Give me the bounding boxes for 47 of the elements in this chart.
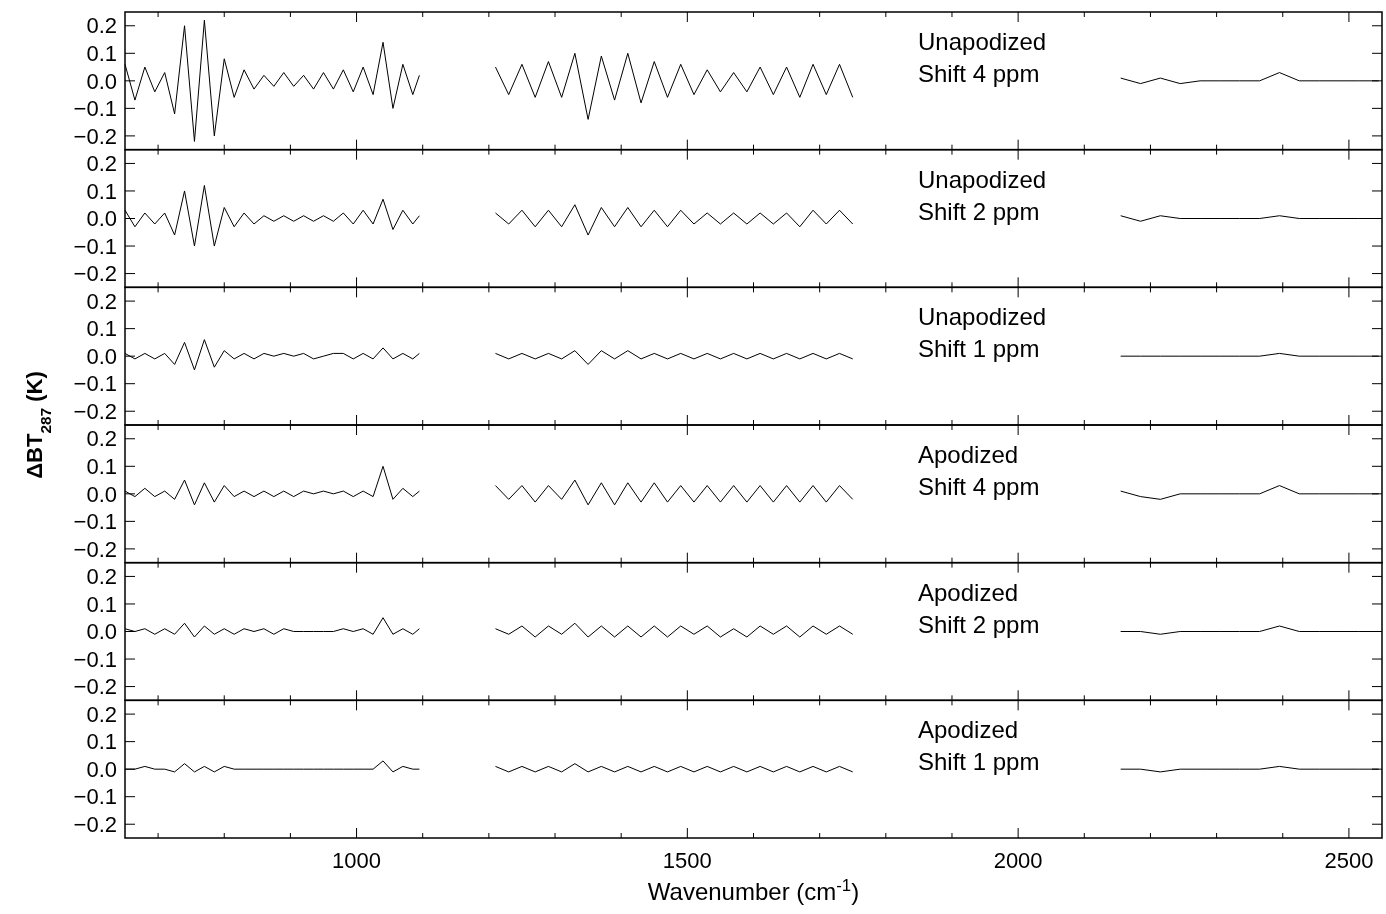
y-tick-label: 0.2 bbox=[86, 13, 117, 39]
y-tick-label: 0.2 bbox=[86, 564, 117, 590]
y-tick-label: −0.2 bbox=[73, 261, 117, 287]
x-axis-title: Wavenumber (cm$^{-1}$) bbox=[647, 875, 860, 905]
x-tick-label: 2000 bbox=[993, 848, 1043, 873]
y-tick-label: 0.1 bbox=[86, 41, 117, 66]
annotation: Apodized bbox=[918, 716, 1019, 744]
y-tick-label: 0.0 bbox=[86, 756, 117, 782]
annotation: Unapodized bbox=[918, 28, 1047, 55]
y-tick-label: 0.1 bbox=[86, 316, 117, 342]
y-tick-label: −0.2 bbox=[73, 398, 117, 424]
y-tick-label: 0.2 bbox=[86, 288, 117, 314]
annotation: Apodized bbox=[918, 578, 1019, 606]
y-tick-label: −0.1 bbox=[73, 784, 117, 810]
y-tick-label: 0.0 bbox=[86, 343, 117, 369]
y-tick-label: 0.0 bbox=[86, 619, 117, 645]
annotation: Unapodized bbox=[918, 303, 1047, 331]
y-tick-label: −0.1 bbox=[73, 509, 117, 535]
y-tick-label: −0.1 bbox=[73, 371, 117, 397]
annotation: Unapodized bbox=[918, 165, 1047, 193]
y-tick-label: −0.1 bbox=[73, 646, 117, 672]
annotation: Shift 4 ppm bbox=[918, 473, 1040, 500]
y-tick-label: −0.2 bbox=[73, 674, 117, 700]
x-tick-label: 2500 bbox=[1324, 848, 1374, 873]
annotation: Shift 2 ppm bbox=[918, 197, 1040, 225]
annotation: Shift 4 ppm bbox=[918, 60, 1040, 87]
y-tick-label: 0.1 bbox=[86, 729, 117, 755]
y-tick-label: −0.2 bbox=[73, 123, 117, 149]
y-tick-label: 0.0 bbox=[86, 206, 117, 232]
y-tick-label: 0.2 bbox=[86, 151, 117, 177]
y-tick-label: 0.0 bbox=[86, 68, 117, 94]
y-tick-label: 0.1 bbox=[86, 178, 117, 204]
y-tick-label: 0.2 bbox=[86, 426, 117, 452]
y-tick-label: 0.1 bbox=[86, 591, 117, 617]
y-tick-label: 0.2 bbox=[86, 701, 117, 727]
y-tick-label: −0.1 bbox=[73, 233, 117, 259]
annotation: Apodized bbox=[918, 441, 1019, 468]
annotation: Shift 1 ppm bbox=[918, 335, 1040, 363]
y-tick-label: −0.2 bbox=[73, 811, 117, 837]
x-tick-label: 1500 bbox=[662, 848, 712, 873]
annotation: Shift 1 ppm bbox=[918, 748, 1040, 776]
y-tick-label: −0.2 bbox=[73, 536, 117, 562]
y-tick-label: 0.1 bbox=[86, 454, 117, 479]
x-tick-label: 1000 bbox=[332, 848, 382, 873]
y-tick-label: 0.0 bbox=[86, 481, 117, 507]
y-tick-label: −0.1 bbox=[73, 96, 117, 122]
annotation: Shift 2 ppm bbox=[918, 610, 1040, 638]
